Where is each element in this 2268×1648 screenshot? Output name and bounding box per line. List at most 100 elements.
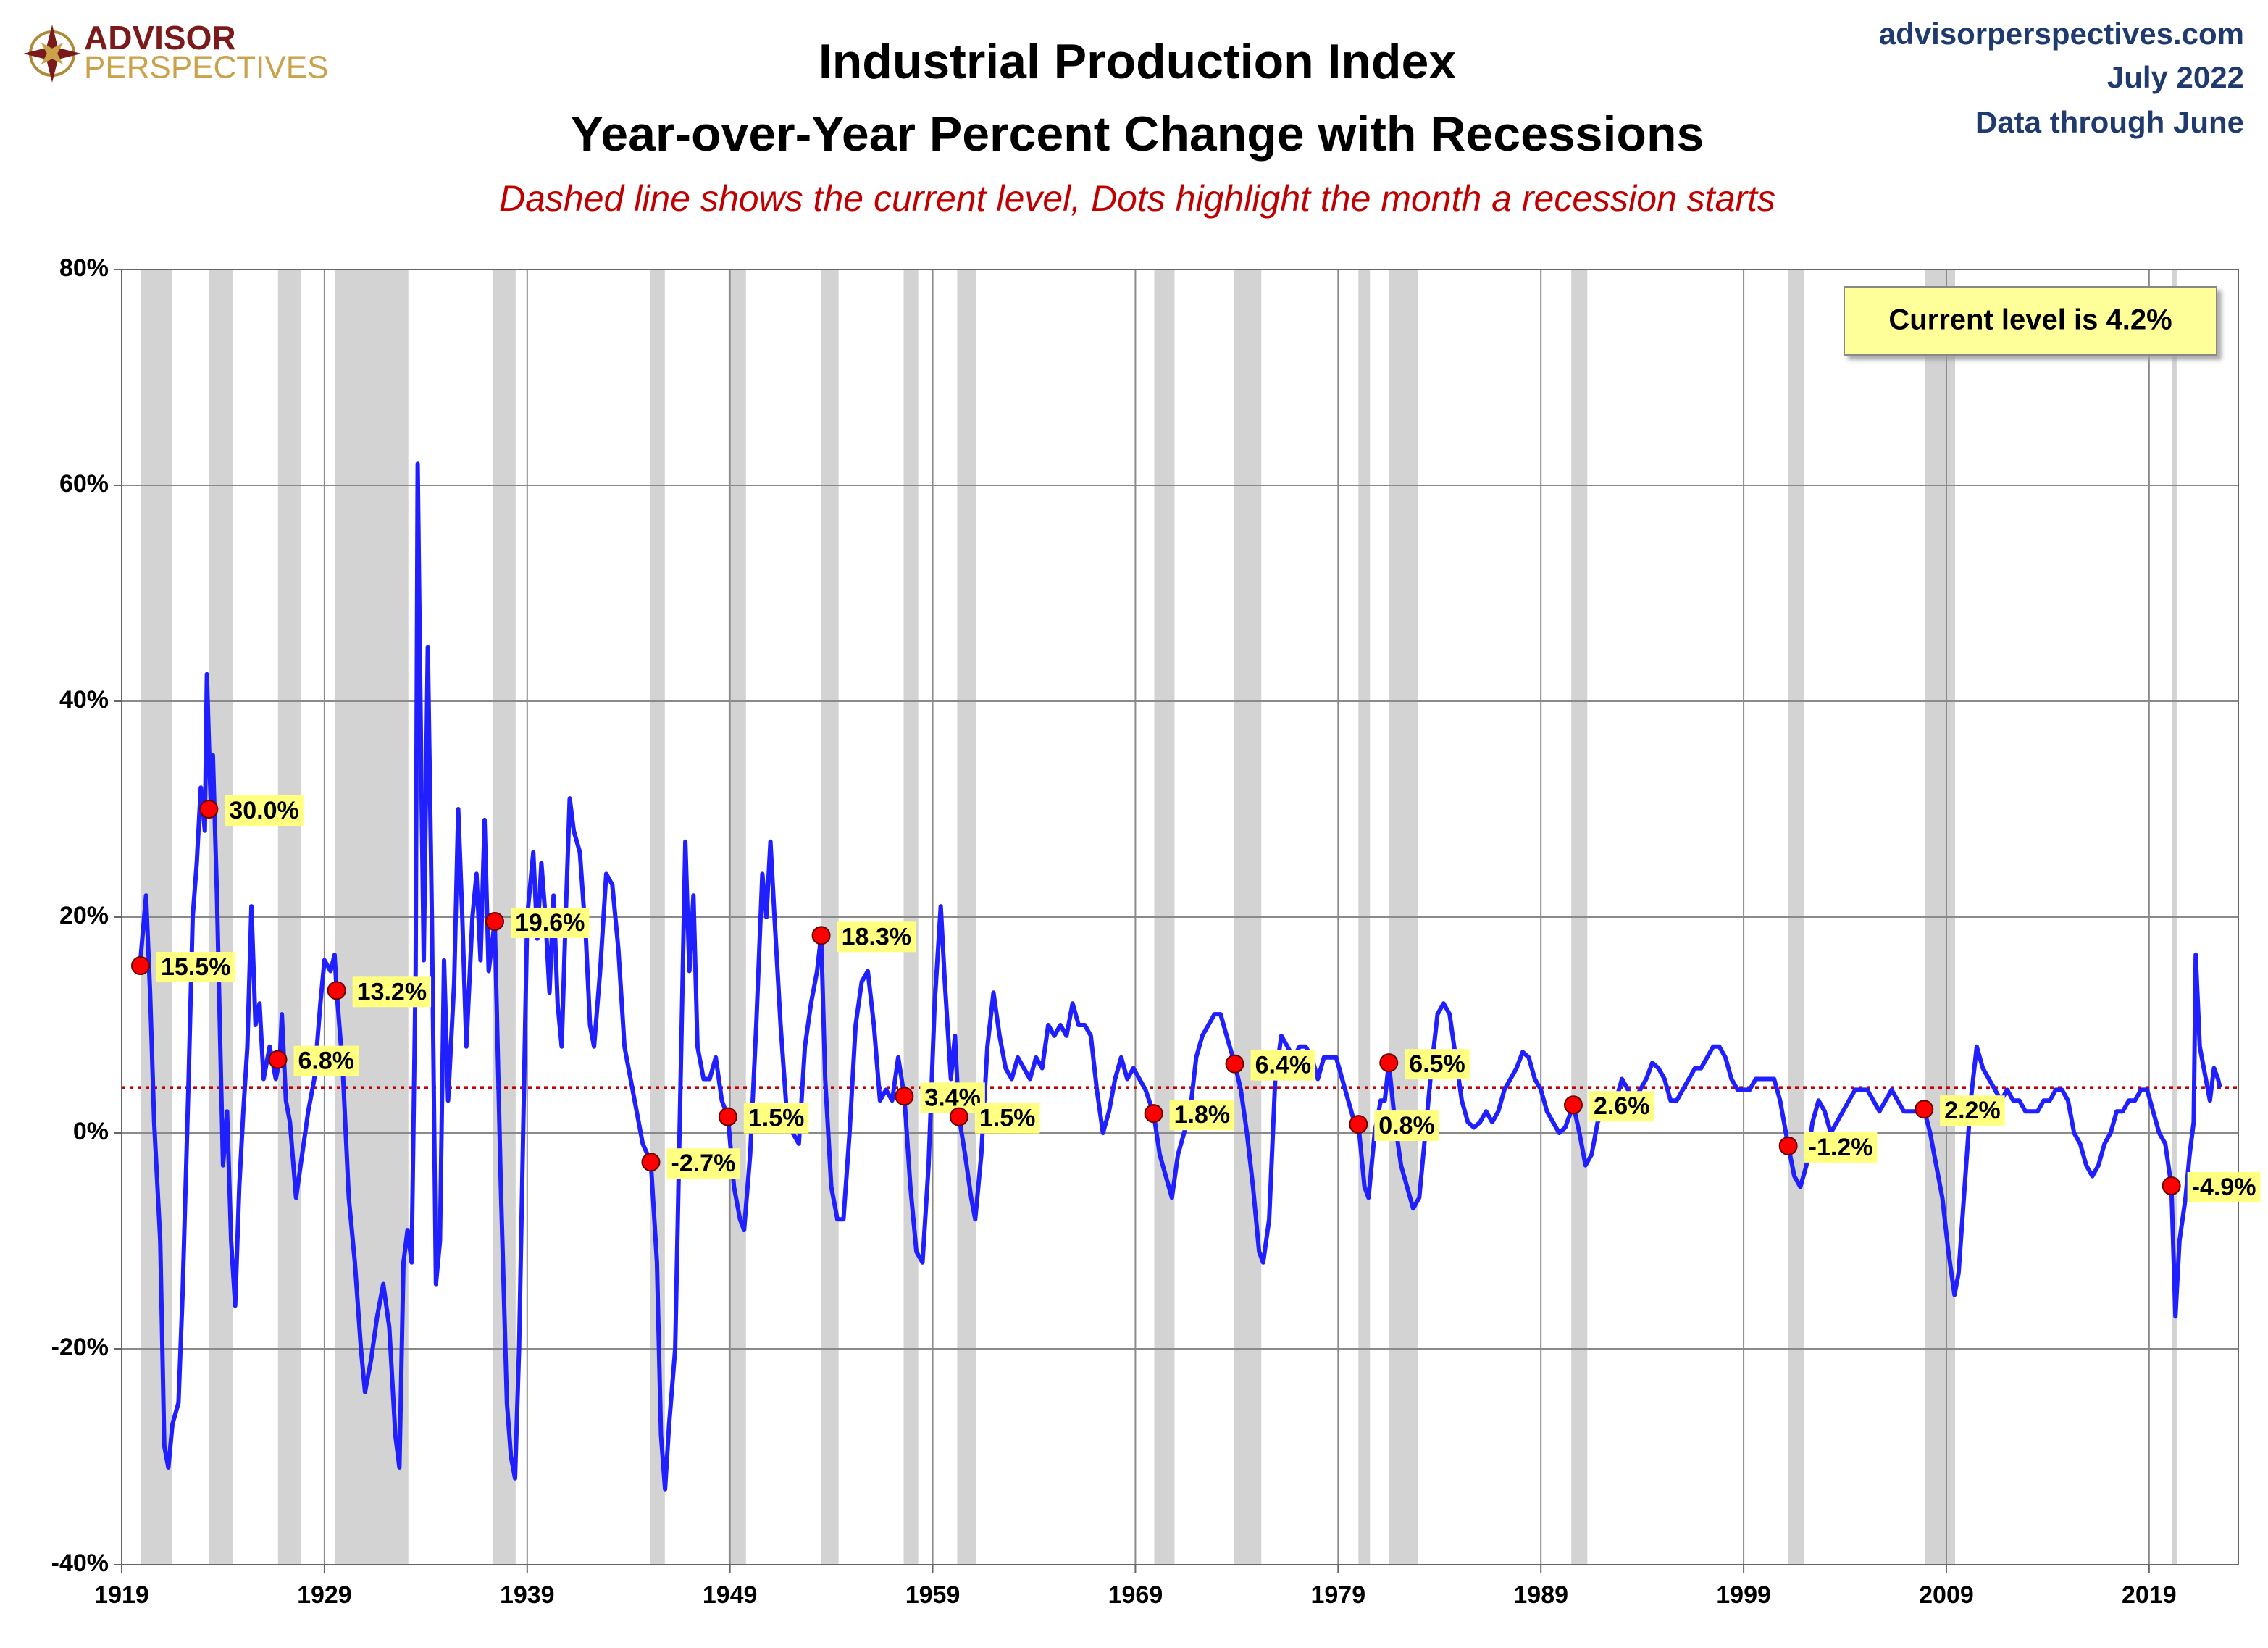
y-tick-label: 20% [59,902,109,929]
logo-line2: PERSPECTIVES [84,50,328,85]
recession-start-dot [1144,1104,1163,1124]
x-tick-label: 1969 [1108,1581,1163,1609]
x-tick-label: 1939 [500,1581,555,1609]
recession-start-dot [718,1107,737,1126]
label-bg [974,1103,1040,1134]
annotation-box [1844,286,2217,356]
recession-start-label-group: 6.4% [1250,1050,1316,1081]
recession-start-label-group: 30.0% [225,795,304,826]
recession-start-label-group: 1.5% [743,1103,809,1134]
chart-title: Industrial Production Index [819,34,1456,89]
recession-start-label: 1.5% [979,1105,1036,1132]
x-tick-label: 1989 [1513,1581,1568,1609]
label-bg [1405,1049,1470,1080]
recession-start-dot [2162,1176,2181,1196]
recession-start-label-group: 0.8% [1374,1110,1439,1142]
recession-start-dot [268,1050,288,1069]
recession-start-dot [1778,1136,1798,1155]
y-tick-label: 40% [59,686,109,714]
label-bg [666,1148,740,1179]
recession-start-label-group: 6.5% [1405,1049,1470,1080]
header-note: Data through June [1975,105,2244,139]
x-tick-label: 1999 [1716,1581,1771,1609]
recession-start-dot [485,911,504,931]
recession-start-label-group: 2.2% [1940,1095,2005,1126]
recession-start-dot [811,926,831,945]
recession-start-label: 2.6% [1594,1092,1650,1120]
label-bg [837,921,916,953]
header-site: advisorperspectives.com [1879,17,2244,51]
chart-subtitle: Dashed line shows the current level, Dot… [499,178,1775,219]
recession-start-label: 6.4% [1255,1052,1312,1079]
recession-start-label-group: 1.8% [1169,1100,1235,1131]
logo: ADVISOR PERSPECTIVES [23,19,328,85]
recession-start-label: -2.7% [671,1150,736,1177]
label-bg [225,795,304,826]
recession-start-label: 3.4% [924,1084,981,1111]
annotation: Current level is 4.2% [1888,304,2172,336]
header-date: July 2022 [2107,60,2244,94]
label-bg [510,907,590,938]
label-bg [352,976,432,1008]
label-bg [1589,1091,1654,1122]
y-tick-label: -40% [51,1549,109,1577]
x-tick-label: 2009 [1919,1581,1974,1609]
recession-start-dot [949,1107,968,1126]
recession-start-label-group: -4.9% [2187,1171,2261,1202]
series-line [138,461,2222,1492]
recession-start-label: 18.3% [842,923,911,950]
label-bg [156,952,235,983]
recession-start-dot [1225,1054,1244,1074]
x-tick-label: 1919 [94,1581,149,1609]
x-tick-label: 1949 [703,1581,758,1609]
label-bg [1804,1132,1878,1163]
label-bg [1374,1110,1439,1142]
label-bg [1169,1100,1235,1131]
x-tick-label: 1959 [905,1581,961,1609]
label-bg [1250,1050,1316,1081]
recession-start-label-group: -1.2% [1804,1132,1878,1163]
recession-start-label-group: 6.8% [293,1045,359,1076]
recession-start-dot [1379,1053,1399,1073]
recession-start-label-group: 19.6% [510,907,590,938]
recession-start-label: -1.2% [1809,1134,1873,1161]
recession-start-dot [327,981,346,1000]
recession-start-dot [641,1153,661,1172]
recession-start-label-group: 15.5% [156,952,235,983]
logo-icon [23,25,81,83]
recession-start-dot [1915,1100,1934,1119]
plot-frame [121,269,2239,1565]
label-bg [743,1103,809,1134]
recession-start-label: 15.5% [161,953,230,981]
recession-start-label-group: 18.3% [837,921,916,953]
recession-start-label-group: 2.6% [1589,1091,1654,1122]
recession-start-label: 19.6% [515,909,585,937]
label-bg [1940,1095,2005,1126]
recession-start-label-group: 1.5% [974,1103,1040,1134]
chart-title-line2: Year-over-Year Percent Change with Reces… [571,106,1704,162]
recession-start-label: 1.8% [1174,1101,1231,1129]
plot-area: -40% -20% 0% 20% 40% 60% 80% 1919 1929 1939 1949 19… [51,254,2261,1609]
recession-start-label: 2.2% [1944,1097,2001,1124]
recession-start-label-group: 13.2% [352,976,432,1008]
recession-start-dot [1563,1095,1583,1115]
label-bg [2187,1171,2261,1202]
recession-start-label-group: -2.7% [666,1148,740,1179]
recession-start-label: 30.0% [229,797,298,824]
recession-start-label: 6.8% [298,1047,355,1075]
y-tick-label: 0% [73,1118,109,1145]
label-bg [293,1045,359,1076]
logo-line1: ADVISOR [84,19,236,57]
recession-start-dot [131,956,151,976]
recession-start-dot [1349,1115,1368,1134]
y-tick-label: 80% [59,254,109,282]
label-bg [920,1082,985,1113]
x-tick-label: 1979 [1310,1581,1365,1609]
recession-start-label: 0.8% [1378,1112,1435,1139]
recession-start-label: 6.5% [1409,1050,1465,1078]
x-tick-label: 2019 [2122,1581,2177,1609]
recession-start-label: 1.5% [748,1105,805,1132]
recession-start-label: -4.9% [2192,1174,2256,1201]
recession-start-dot [199,800,219,819]
